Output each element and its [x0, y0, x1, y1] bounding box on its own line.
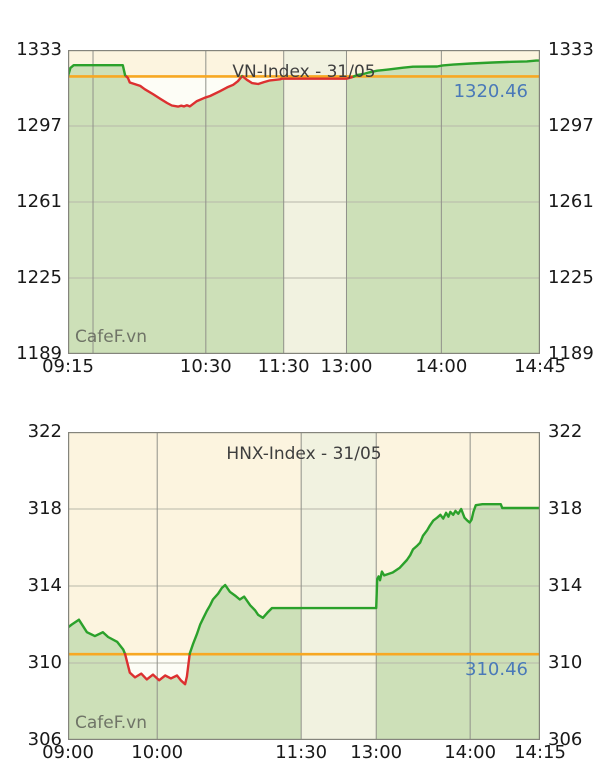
- y-tick-label: 310: [27, 652, 62, 673]
- below-reference-fill: [126, 76, 242, 107]
- y-tick-label: 322: [27, 421, 62, 442]
- x-tick-label: 13:00: [320, 356, 373, 377]
- price-line: [123, 652, 191, 686]
- y-tick-label: 1333: [16, 39, 62, 60]
- chart-title: VN-Index - 31/05: [232, 62, 376, 82]
- plot-background: [68, 50, 540, 354]
- y-tick-label: 314: [27, 575, 62, 596]
- price-line: [188, 502, 540, 656]
- session-break-band: [301, 432, 377, 740]
- watermark: CafeF.vn: [75, 713, 148, 733]
- y-tick-label: 306: [548, 729, 583, 750]
- x-tick-label: 09:00: [42, 742, 94, 763]
- watermark: CafeF.vn: [75, 327, 148, 347]
- y-tick-label: 1297: [16, 115, 62, 136]
- hnx-index-chart-canvas: [68, 432, 540, 740]
- y-tick-label: 1189: [16, 343, 62, 364]
- x-tick-label: 11:30: [257, 356, 310, 377]
- y-tick-label: 1297: [548, 115, 594, 136]
- y-tick-label: 1261: [548, 191, 594, 212]
- price-line: [125, 75, 244, 108]
- y-tick-label: 322: [548, 421, 583, 442]
- session-break-band: [283, 50, 347, 354]
- price-line: [68, 618, 127, 656]
- x-tick-label: 10:00: [131, 742, 184, 763]
- y-tick-label: 1225: [548, 267, 594, 288]
- vn-index-chart-canvas: [68, 50, 540, 354]
- x-tick-label: 09:15: [42, 356, 94, 377]
- chart-title: HNX-Index - 31/05: [226, 444, 382, 464]
- y-tick-label: 314: [548, 575, 583, 596]
- x-tick-label: 10:30: [179, 356, 232, 377]
- y-tick-label: 1225: [16, 267, 62, 288]
- y-tick-label: 1333: [548, 39, 594, 60]
- reference-value-label: 310.46: [465, 659, 528, 681]
- plot-border: [68, 50, 540, 354]
- area-fill: [68, 65, 284, 354]
- below-reference-fill: [125, 654, 190, 685]
- x-tick-label: 14:45: [514, 356, 566, 377]
- area-fill: [68, 585, 302, 740]
- y-tick-label: 1189: [548, 343, 594, 364]
- area-fill: [346, 60, 540, 354]
- x-tick-label: 14:00: [444, 742, 497, 763]
- area-fill: [376, 504, 540, 740]
- price-line: [240, 74, 245, 78]
- price-line: [241, 75, 355, 86]
- x-tick-label: 14:15: [514, 742, 566, 763]
- y-tick-label: 1261: [16, 191, 62, 212]
- price-line: [68, 63, 128, 78]
- x-tick-label: 13:00: [350, 742, 403, 763]
- x-tick-label: 14:00: [415, 356, 468, 377]
- reference-value-label: 1320.46: [453, 81, 528, 103]
- below-reference-fill: [242, 76, 354, 84]
- plot-background: [68, 432, 540, 740]
- y-tick-label: 318: [27, 498, 62, 519]
- price-line: [352, 59, 540, 78]
- plot-border: [68, 432, 540, 740]
- x-tick-label: 11:30: [275, 742, 328, 763]
- y-tick-label: 306: [27, 729, 62, 750]
- y-tick-label: 310: [548, 652, 583, 673]
- y-tick-label: 318: [548, 498, 583, 519]
